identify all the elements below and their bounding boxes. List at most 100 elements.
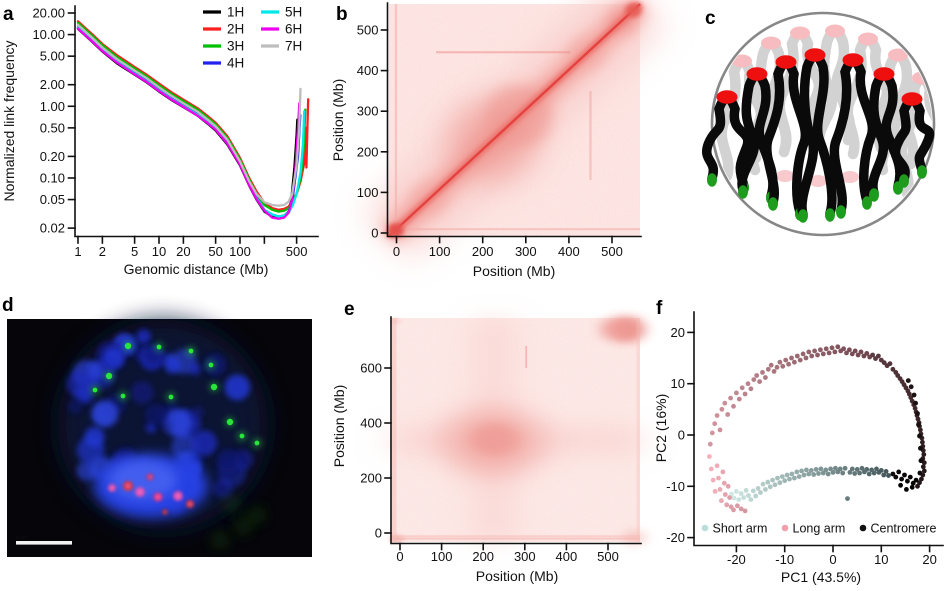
data-point bbox=[890, 366, 896, 372]
x-axis-title: Position (Mb) bbox=[473, 263, 555, 279]
data-point bbox=[825, 471, 831, 477]
panel-d-microscopy: 5 μm bbox=[7, 319, 312, 557]
legend-label-4H: 4H bbox=[227, 56, 244, 71]
data-point bbox=[883, 469, 889, 474]
data-point bbox=[896, 469, 902, 475]
y-tick-label: 1.00 bbox=[40, 99, 65, 114]
legend-swatch bbox=[859, 524, 867, 532]
faded-centromere-cap bbox=[809, 175, 827, 187]
telomere-signal bbox=[210, 383, 218, 391]
data-point bbox=[765, 479, 771, 485]
x-tick-label: 20 bbox=[176, 244, 190, 259]
data-point bbox=[864, 351, 870, 356]
data-point bbox=[738, 491, 744, 496]
data-point bbox=[755, 486, 761, 491]
data-point bbox=[760, 481, 766, 487]
chromatin-blob bbox=[192, 406, 204, 418]
y-tick-label: 0 bbox=[678, 428, 685, 443]
data-point bbox=[917, 470, 923, 476]
x-tick-label: 10 bbox=[152, 244, 166, 259]
panel-label-e: e bbox=[344, 299, 355, 320]
data-point bbox=[787, 476, 792, 482]
faded-centromere-cap bbox=[790, 26, 810, 40]
chromatin-blob bbox=[66, 371, 93, 397]
x-tick-label: 400 bbox=[556, 549, 578, 564]
axes-b bbox=[386, 2, 642, 238]
data-point bbox=[736, 396, 742, 402]
data-point bbox=[722, 400, 728, 406]
y-tick-label: 20 bbox=[671, 325, 685, 340]
y-tick-label: -10 bbox=[666, 479, 685, 494]
data-point bbox=[780, 363, 786, 369]
faded-centromere-cap bbox=[858, 32, 878, 46]
chromatin-blob bbox=[191, 430, 218, 456]
data-point bbox=[743, 488, 749, 493]
chromatin-blob bbox=[171, 432, 199, 460]
data-point bbox=[813, 467, 819, 472]
telomere-tip bbox=[768, 197, 778, 211]
data-point bbox=[823, 346, 829, 352]
data-point bbox=[735, 503, 740, 509]
data-point bbox=[754, 373, 760, 378]
faded-centromere-cap bbox=[888, 48, 908, 62]
data-point bbox=[910, 480, 916, 486]
data-point bbox=[886, 473, 891, 478]
telomere-signal bbox=[105, 372, 113, 380]
x-tick-label: -10 bbox=[775, 552, 794, 567]
x-tick-label: 0 bbox=[829, 552, 836, 567]
data-point bbox=[729, 491, 734, 497]
faint-green-smudge bbox=[224, 496, 240, 512]
data-point bbox=[829, 345, 835, 351]
data-point bbox=[763, 375, 768, 380]
centromere-cap bbox=[746, 67, 768, 81]
data-point bbox=[920, 439, 925, 445]
data-point bbox=[818, 347, 823, 353]
data-point bbox=[899, 476, 904, 482]
chromatin-blob bbox=[145, 422, 157, 433]
data-point bbox=[707, 441, 713, 447]
data-point bbox=[852, 348, 858, 354]
chromatin-blob bbox=[189, 363, 202, 376]
scale-bar-label: 5 μm bbox=[16, 535, 27, 541]
data-point bbox=[808, 468, 814, 473]
data-point bbox=[800, 351, 806, 357]
legend-label: Short arm bbox=[713, 522, 768, 536]
data-point bbox=[797, 357, 803, 363]
telomere-signal bbox=[92, 387, 98, 393]
y-tick-label: 10 bbox=[671, 376, 685, 391]
data-point bbox=[919, 476, 924, 482]
data-point bbox=[783, 357, 789, 363]
data-point bbox=[855, 352, 861, 358]
data-point bbox=[849, 351, 855, 357]
telomere-signal bbox=[188, 348, 194, 354]
telomere-tip bbox=[836, 205, 846, 219]
series-7H bbox=[76, 23, 302, 207]
x-tick-label: 0 bbox=[393, 244, 400, 259]
data-point bbox=[724, 502, 730, 508]
data-point bbox=[712, 489, 718, 494]
panel-e-heatmap: 0 100 200 300 400 500 0 200 400 600 Position (Mb) P… bbox=[331, 316, 645, 584]
data-point bbox=[806, 349, 812, 355]
data-point bbox=[864, 467, 870, 472]
data-point bbox=[734, 390, 739, 396]
data-point bbox=[907, 474, 913, 480]
scatter-group-short-arm bbox=[729, 465, 891, 502]
series-2H bbox=[76, 20, 310, 211]
chromatin-blob bbox=[87, 362, 105, 379]
data-point bbox=[915, 483, 920, 489]
chromatin-blob bbox=[84, 426, 105, 447]
data-point bbox=[906, 391, 912, 397]
x-axis-title: Position (Mb) bbox=[476, 568, 558, 584]
x-tick-label: 300 bbox=[515, 244, 537, 259]
data-point bbox=[918, 458, 924, 464]
data-point bbox=[725, 483, 731, 489]
data-point bbox=[736, 497, 742, 502]
x-tick-label: 1 bbox=[74, 244, 81, 259]
axes-a bbox=[74, 5, 319, 238]
legend-label: Long arm bbox=[793, 522, 846, 536]
faint-green-smudge bbox=[248, 507, 264, 523]
y-tick-label: -20 bbox=[666, 530, 685, 545]
data-point bbox=[757, 379, 762, 384]
data-point bbox=[902, 472, 907, 478]
data-point bbox=[708, 466, 714, 472]
